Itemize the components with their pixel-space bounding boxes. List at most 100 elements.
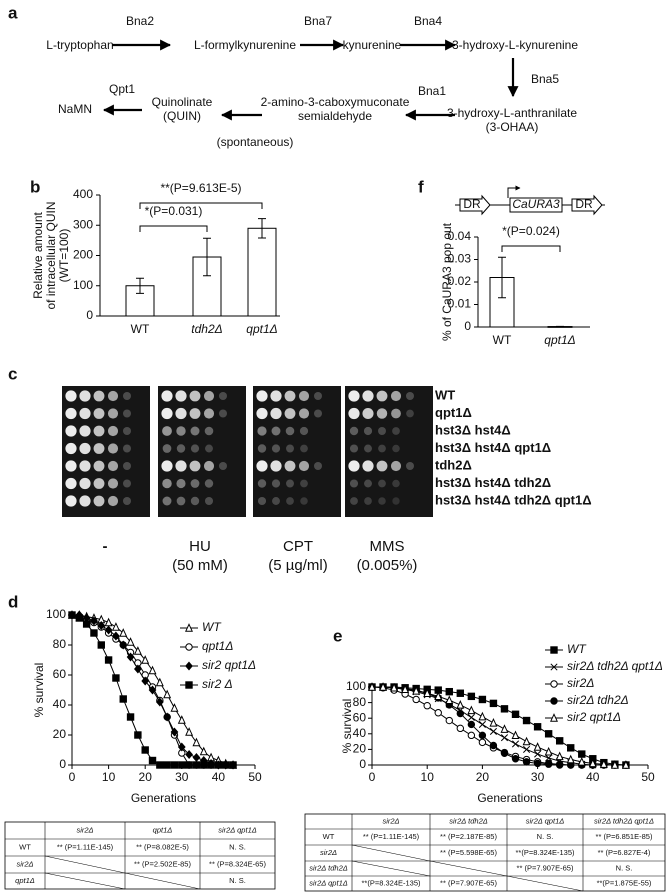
spot [190, 444, 200, 453]
panel-label: a [8, 3, 18, 22]
spot [162, 478, 172, 489]
condition-label: (0.005%) [357, 557, 418, 574]
marker [148, 685, 157, 695]
y-tick-label: 100 [73, 278, 93, 292]
marker [588, 758, 597, 768]
x-tick-label: 10 [421, 770, 435, 784]
spot [176, 478, 186, 489]
marker [467, 713, 475, 721]
spot [286, 444, 294, 453]
y-tick-label: 20 [353, 742, 367, 756]
spot [175, 407, 187, 420]
table-diagonal [429, 860, 508, 877]
marker [423, 702, 431, 710]
spot [405, 461, 415, 471]
marker [412, 686, 421, 695]
marker [434, 709, 442, 717]
marker [119, 640, 128, 650]
table-cell: N. S. [616, 863, 633, 872]
spot [107, 478, 119, 489]
spot [162, 496, 172, 506]
legend-label: sir2 Δ [202, 677, 233, 691]
x-tick-label: WT [493, 333, 512, 347]
table-frame [4, 821, 276, 890]
spot [270, 407, 282, 420]
table-cell: sir2Δ qpt1Δ [309, 878, 348, 887]
spot [175, 390, 187, 402]
spot [79, 425, 91, 437]
spot [313, 391, 323, 401]
spot [93, 408, 105, 419]
construct-element [571, 194, 603, 216]
y-tick-label: 0 [359, 757, 366, 771]
spot [65, 407, 77, 420]
spot [271, 426, 281, 436]
spot [362, 407, 374, 420]
spot [79, 442, 91, 455]
pathway-node: 2-amino-3-caboxymuconate [261, 95, 410, 109]
condition-label: CPT [283, 538, 313, 555]
marker [423, 688, 432, 697]
spot [65, 442, 77, 455]
y-axis-label: % survival [32, 663, 46, 718]
marker [148, 756, 157, 765]
spot [122, 444, 132, 453]
construct-label: DR [575, 197, 593, 211]
y-axis-label: % survival [340, 699, 354, 754]
pathway-node: Quinolinate [152, 95, 213, 109]
spot [256, 460, 268, 472]
table-cell: **(P=8.324E-135) [362, 878, 421, 887]
table-diagonal [124, 872, 201, 890]
spot [376, 460, 388, 472]
marker [112, 674, 120, 682]
spot [390, 460, 402, 472]
spot [79, 477, 91, 490]
pathway-node: 3-hydroxy-L-anthranilate [447, 106, 577, 120]
table-cell: ** (P=8.082E-5) [136, 842, 189, 851]
marker [97, 621, 106, 630]
spot [205, 444, 213, 453]
x-tick-label: qpt1Δ [246, 322, 277, 336]
marker [185, 623, 193, 632]
marker [156, 761, 164, 769]
marker [126, 637, 135, 646]
marker [478, 731, 487, 740]
spot [107, 443, 119, 454]
spot [284, 390, 296, 402]
promoter-arrow [507, 185, 521, 198]
enzyme-label: Bna2 [126, 14, 154, 28]
y-tick-label: 0.02 [448, 274, 472, 288]
spot [348, 460, 360, 472]
spot [376, 408, 388, 419]
spot [162, 426, 172, 436]
y-tick-label: 300 [73, 217, 93, 231]
marker [550, 713, 558, 722]
spot [107, 460, 119, 472]
marker [555, 761, 564, 769]
strain-label: tdh2Δ [435, 457, 472, 472]
plate-image [253, 386, 341, 517]
y-tick-label: 0 [86, 308, 93, 322]
marker [104, 656, 113, 664]
panel-label: e [333, 626, 342, 645]
y-tick-label: 0 [464, 319, 471, 333]
marker [185, 761, 193, 769]
table-cell: ** (P=7.907E-65) [440, 878, 497, 887]
marker [90, 629, 98, 637]
y-tick-label: 100 [46, 607, 66, 621]
x-tick-label: 20 [139, 770, 153, 784]
x-tick-label: 50 [641, 770, 655, 784]
marker [434, 691, 443, 701]
marker [544, 760, 553, 768]
y-tick-label: 100 [346, 679, 366, 693]
legend-label: sir2Δ tdh2Δ [567, 693, 629, 707]
marker [185, 661, 193, 671]
spot [364, 479, 372, 488]
spot [257, 479, 267, 488]
table-cell: N. S. [537, 832, 554, 841]
marker [533, 742, 542, 751]
marker [578, 750, 586, 758]
marker [500, 724, 509, 733]
spot [405, 391, 415, 401]
